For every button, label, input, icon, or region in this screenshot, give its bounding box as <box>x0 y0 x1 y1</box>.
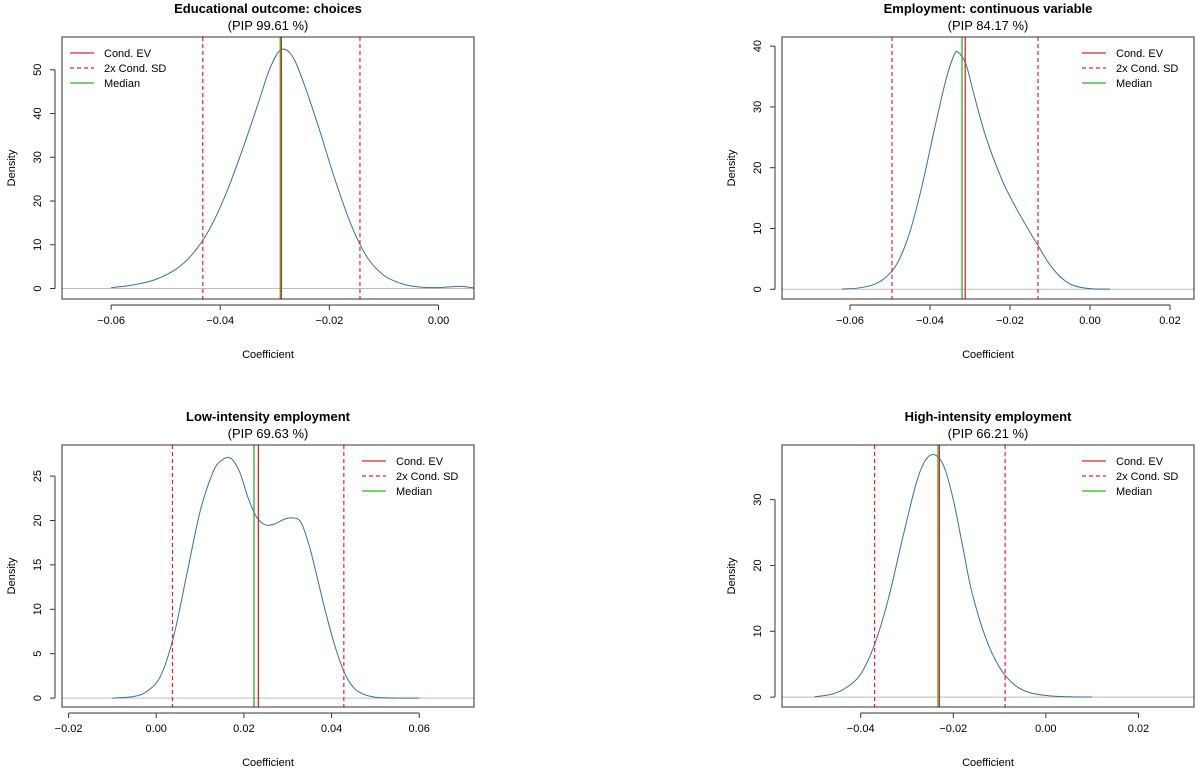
chart-subtitle: (PIP 66.21 %) <box>948 426 1029 441</box>
legend: Cond. EV 2x Cond. SD Median <box>362 456 458 498</box>
plot-frame <box>781 444 1195 708</box>
density-curve <box>112 456 420 699</box>
y-tick-label: 5 <box>32 651 44 657</box>
chart-panel-employment-continuous: Employment: continuous variable (PIP 84.1… <box>720 0 1200 370</box>
x-tick-label: 0.02 <box>233 723 254 735</box>
legend-2x-cond-sd-label: 2x Cond. SD <box>1116 63 1178 75</box>
x-tick-label: −0.02 <box>996 315 1024 327</box>
x-tick-label: −0.04 <box>916 315 944 327</box>
chart-title: High-intensity employment <box>905 409 1073 424</box>
density-chart: High-intensity employment (PIP 66.21 %) −0… <box>726 409 1195 769</box>
chart-subtitle: (PIP 69.63 %) <box>228 426 309 441</box>
x-axis-label: Coefficient <box>242 349 294 361</box>
x-tick-label: 0.06 <box>409 723 430 735</box>
x-tick-label: 0.00 <box>1079 315 1100 327</box>
x-tick-label: −0.02 <box>55 723 83 735</box>
y-tick-label: 30 <box>32 151 44 163</box>
legend-median-label: Median <box>1116 78 1152 90</box>
legend-median-label: Median <box>396 486 432 498</box>
plot-frame <box>781 36 1195 300</box>
x-tick-label: −0.04 <box>847 723 875 735</box>
y-tick-label: 10 <box>32 239 44 251</box>
x-tick-label: 0.00 <box>1035 723 1056 735</box>
plot-area <box>62 445 474 707</box>
y-axis-label: Density <box>6 557 18 594</box>
chart-title: Educational outcome: choices <box>174 1 362 16</box>
legend: Cond. EV 2x Cond. SD Median <box>1082 48 1178 90</box>
legend-cond-ev-label: Cond. EV <box>104 48 152 60</box>
y-tick-label: 0 <box>32 695 44 701</box>
plot-area <box>782 445 1194 707</box>
x-tick-label: 0.00 <box>146 723 167 735</box>
y-tick-label: 30 <box>752 494 764 506</box>
chart-panel-educational-outcome: Educational outcome: choices (PIP 99.61 %… <box>0 0 480 370</box>
y-axis-label: Density <box>726 557 738 594</box>
legend: Cond. EV 2x Cond. SD Median <box>1082 456 1178 498</box>
chart-subtitle: (PIP 84.17 %) <box>948 18 1029 33</box>
legend-2x-cond-sd-label: 2x Cond. SD <box>104 63 166 75</box>
y-tick-label: 25 <box>32 470 44 482</box>
legend-2x-cond-sd-label: 2x Cond. SD <box>1116 471 1178 483</box>
density-curve <box>814 454 1093 698</box>
chart-title: Low-intensity employment <box>186 409 351 424</box>
legend-median-label: Median <box>104 78 140 90</box>
legend-median-label: Median <box>1116 486 1152 498</box>
y-tick-label: 10 <box>752 222 764 234</box>
y-tick-label: 10 <box>32 603 44 615</box>
density-chart: Employment: continuous variable (PIP 84.1… <box>726 1 1195 361</box>
x-tick-label: 0.02 <box>1128 723 1149 735</box>
legend: Cond. EV 2x Cond. SD Median <box>70 48 166 90</box>
y-axis-label: Density <box>726 149 738 186</box>
x-axis-label: Coefficient <box>962 757 1014 769</box>
chart-panel-low-intensity: Low-intensity employment (PIP 69.63 %) −0.… <box>0 408 480 778</box>
x-axis-label: Coefficient <box>962 349 1014 361</box>
y-tick-label: 40 <box>752 40 764 52</box>
y-tick-label: 15 <box>32 559 44 571</box>
density-curve <box>111 48 474 289</box>
chart-title: Employment: continuous variable <box>884 1 1093 16</box>
x-tick-label: 0.02 <box>1159 315 1180 327</box>
x-tick-label: −0.06 <box>97 315 125 327</box>
x-tick-label: −0.06 <box>836 315 864 327</box>
plot-frame <box>61 36 475 300</box>
density-chart: Educational outcome: choices (PIP 99.61 %… <box>6 1 475 361</box>
y-tick-label: 40 <box>32 107 44 119</box>
y-tick-label: 50 <box>32 64 44 76</box>
legend-cond-ev-label: Cond. EV <box>1116 48 1164 60</box>
y-tick-label: 0 <box>752 694 764 700</box>
y-tick-label: 20 <box>752 559 764 571</box>
y-tick-label: 0 <box>752 286 764 292</box>
legend-2x-cond-sd-label: 2x Cond. SD <box>396 471 458 483</box>
x-tick-label: 0.04 <box>321 723 342 735</box>
x-tick-label: −0.04 <box>206 315 234 327</box>
y-tick-label: 20 <box>32 514 44 526</box>
y-tick-label: 20 <box>32 195 44 207</box>
chart-panel-high-intensity: High-intensity employment (PIP 66.21 %) −0… <box>720 408 1200 778</box>
legend-cond-ev-label: Cond. EV <box>396 456 444 468</box>
y-axis-label: Density <box>6 149 18 186</box>
x-tick-label: 0.00 <box>428 315 449 327</box>
y-tick-label: 20 <box>752 162 764 174</box>
plot-area <box>782 37 1194 299</box>
x-axis-label: Coefficient <box>242 757 294 769</box>
y-tick-label: 30 <box>752 101 764 113</box>
y-tick-label: 10 <box>752 625 764 637</box>
density-curve <box>841 50 1111 290</box>
x-tick-label: −0.02 <box>939 723 967 735</box>
plot-area <box>62 37 474 299</box>
density-chart: Low-intensity employment (PIP 69.63 %) −0.… <box>6 409 475 769</box>
legend-cond-ev-label: Cond. EV <box>1116 456 1164 468</box>
plot-frame <box>61 444 475 708</box>
x-tick-label: −0.02 <box>315 315 343 327</box>
y-tick-label: 0 <box>32 285 44 291</box>
chart-subtitle: (PIP 99.61 %) <box>228 18 309 33</box>
